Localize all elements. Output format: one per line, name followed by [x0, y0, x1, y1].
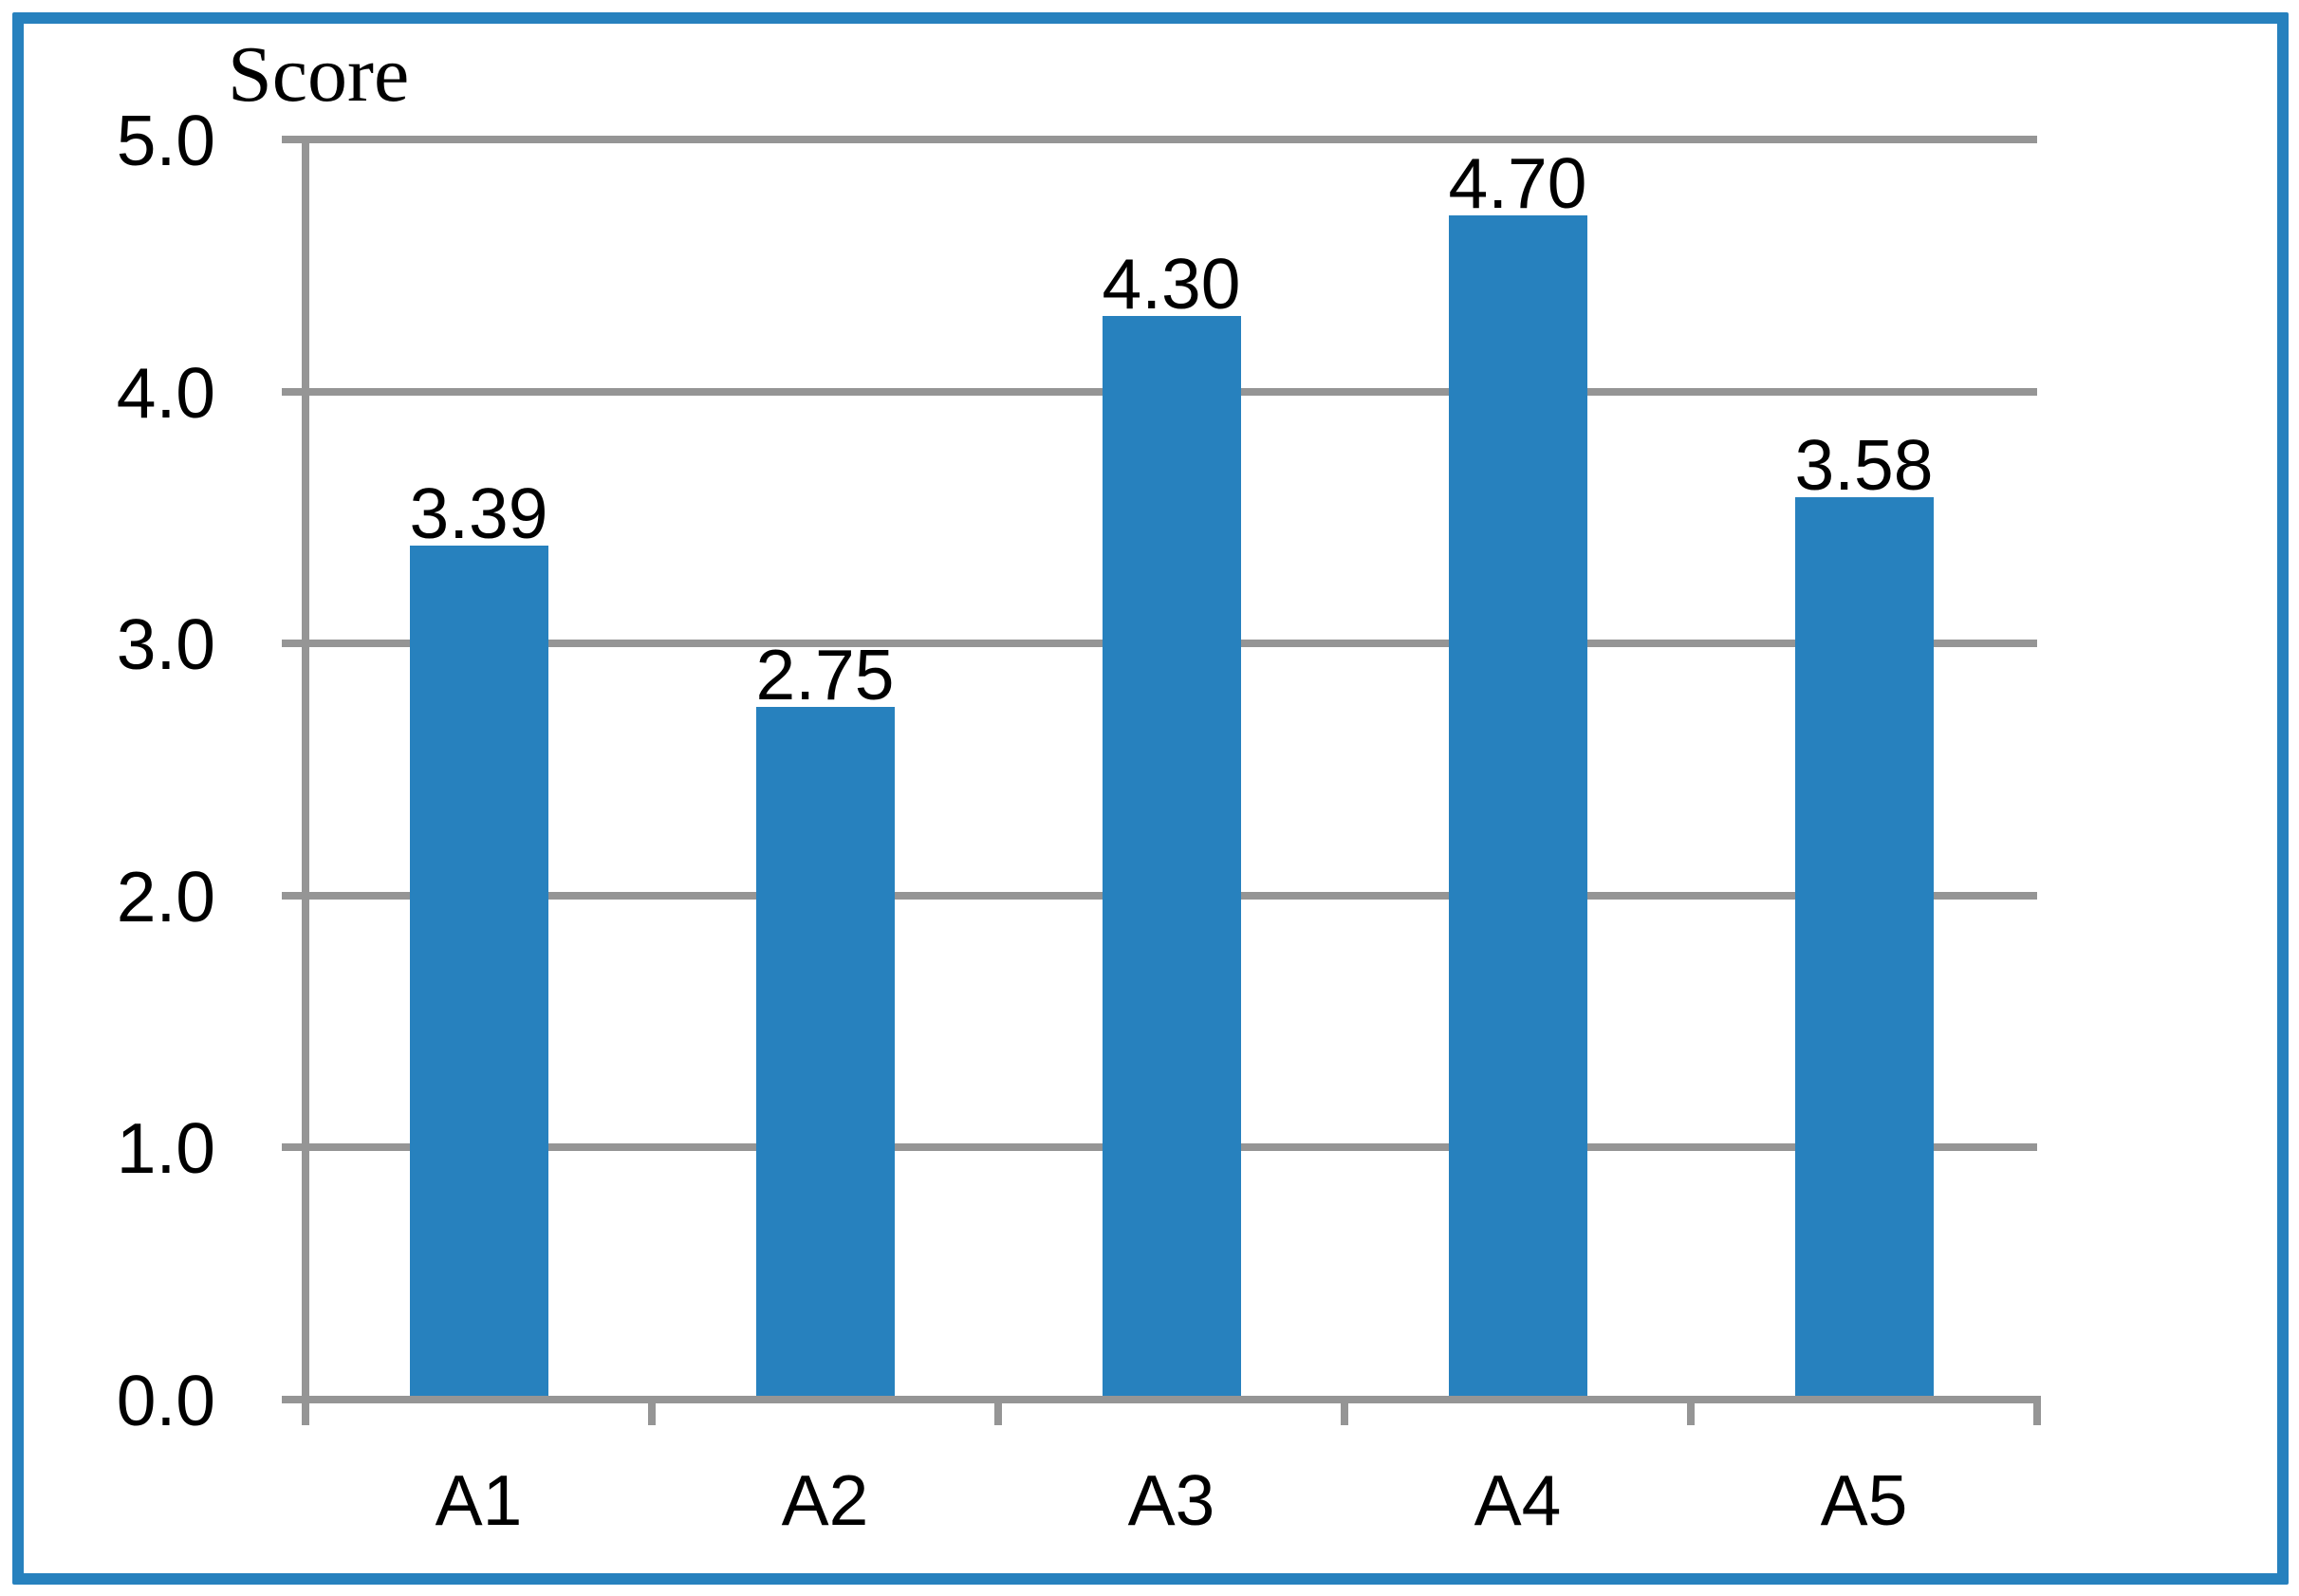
x-axis-tick	[994, 1396, 1002, 1425]
bar-A3	[1102, 315, 1241, 1396]
x-axis-tick	[2033, 1396, 2041, 1425]
x-tick-label: A3	[1127, 1460, 1215, 1540]
y-axis-tick	[282, 136, 309, 143]
y-axis-line	[302, 139, 309, 1425]
y-gridline	[306, 136, 2037, 143]
y-tick-label: 5.0	[116, 101, 215, 180]
y-axis-tick	[282, 1143, 309, 1152]
y-tick-label: 1.0	[116, 1108, 215, 1189]
x-tick-label: A4	[1474, 1460, 1562, 1540]
bar-A4	[1448, 214, 1587, 1396]
y-axis-tick	[282, 387, 309, 396]
bar-A1	[409, 545, 548, 1396]
x-axis-tick	[1341, 1396, 1348, 1425]
y-axis-title: Score	[228, 30, 410, 119]
x-tick-label: A2	[781, 1460, 869, 1540]
bar-value-label: 4.70	[1448, 142, 1587, 223]
bar-value-label: 3.58	[1794, 425, 1934, 506]
y-tick-label: 4.0	[116, 352, 215, 433]
bar-A2	[755, 706, 895, 1396]
y-axis-tick	[282, 640, 309, 648]
x-tick-label: A5	[1820, 1460, 1908, 1540]
bar-A5	[1794, 497, 1934, 1396]
bar-value-label: 2.75	[755, 634, 895, 714]
x-axis-tick	[1687, 1396, 1695, 1425]
x-tick-label: A1	[435, 1460, 523, 1540]
y-axis-tick	[282, 891, 309, 900]
chart-frame-border	[12, 12, 2289, 1585]
y-tick-label: 0.0	[116, 1361, 215, 1440]
bar-value-label: 4.30	[1102, 243, 1241, 324]
y-tick-label: 2.0	[116, 856, 215, 937]
y-tick-label: 3.0	[116, 604, 215, 685]
x-axis-tick	[648, 1396, 656, 1425]
bar-value-label: 3.39	[409, 473, 548, 553]
x-axis-line	[282, 1396, 2037, 1403]
